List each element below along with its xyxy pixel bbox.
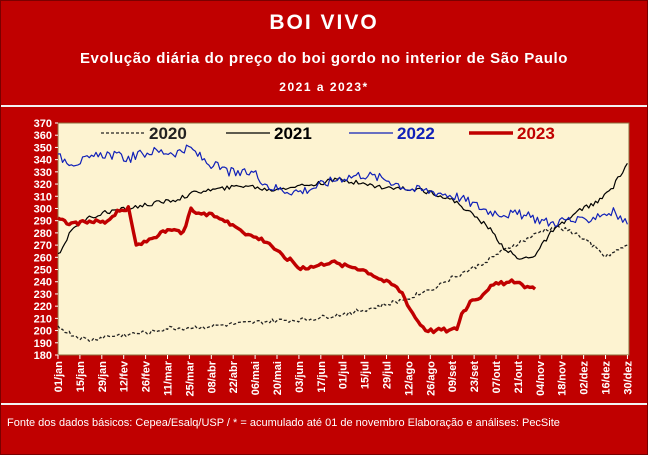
header-divider — [1, 105, 647, 107]
x-tick-label: 17/jun — [316, 361, 328, 393]
y-tick-label: 260 — [34, 252, 52, 264]
y-tick-label: 340 — [34, 155, 52, 167]
x-tick-label: 29/jul — [382, 361, 394, 389]
series-line-2020 — [57, 224, 628, 342]
legend-label-2022: 2022 — [397, 124, 435, 143]
y-tick-label: 180 — [34, 350, 52, 362]
y-tick-label: 250 — [34, 265, 52, 277]
x-tick-label: 06/mai — [250, 361, 262, 395]
series-line-2021 — [57, 162, 628, 260]
y-tick-label: 230 — [34, 289, 52, 301]
chart-period: 2021 a 2023* — [279, 80, 369, 94]
chart-title: BOI VIVO — [269, 11, 379, 34]
x-tick-label: 03/jun — [294, 361, 306, 393]
y-tick-label: 350 — [34, 142, 52, 154]
series-line-2023 — [57, 205, 537, 335]
x-tick-label: 30/dez — [622, 361, 634, 395]
x-tick-label: 01/jul — [338, 361, 350, 389]
x-tick-label: 02/dez — [579, 361, 591, 395]
x-tick-label: 01/jan — [53, 361, 65, 392]
x-tick-label: 20/mai — [272, 361, 284, 395]
y-tick-label: 190 — [34, 338, 52, 350]
y-tick-label: 300 — [34, 203, 52, 215]
y-tick-label: 290 — [34, 216, 52, 228]
y-tick-label: 200 — [34, 326, 52, 338]
x-tick-label: 21/out — [513, 361, 525, 394]
line-chart: 1801902002102202302402502602702802903003… — [34, 118, 635, 396]
y-tick-label: 280 — [34, 228, 52, 240]
chart-subtitle: Evolução diária do preço do boi gordo no… — [79, 50, 569, 67]
x-tick-label: 29/jan — [97, 361, 109, 392]
series-line-2022 — [57, 144, 628, 228]
y-tick-label: 360 — [34, 130, 52, 142]
footer-divider — [1, 403, 647, 405]
source-note: Fonte dos dados básicos: Cepea/Esalq/USP… — [7, 417, 560, 429]
x-tick-label: 26/ago — [425, 361, 437, 396]
x-tick-label: 23/set — [469, 361, 481, 393]
y-tick-label: 240 — [34, 277, 52, 289]
legend-label-2021: 2021 — [274, 124, 312, 143]
y-tick-label: 310 — [34, 191, 52, 203]
x-tick-label: 08/abr — [206, 360, 218, 393]
y-tick-label: 210 — [34, 313, 52, 325]
x-tick-label: 22/abr — [228, 360, 240, 393]
x-tick-label: 09/set — [447, 361, 459, 393]
y-tick-label: 220 — [34, 301, 52, 313]
x-tick-label: 15/jul — [360, 361, 372, 389]
x-tick-label: 12/fev — [119, 360, 131, 392]
y-tick-label: 320 — [34, 179, 52, 191]
x-tick-label: 26/fev — [141, 360, 153, 392]
legend-label-2020: 2020 — [149, 124, 187, 143]
x-tick-label: 04/nov — [535, 360, 547, 396]
plot-area — [57, 122, 630, 356]
x-tick-label: 25/mar — [184, 360, 196, 396]
x-tick-label: 16/dez — [601, 361, 613, 395]
x-tick-label: 18/nov — [557, 360, 569, 396]
x-tick-label: 07/out — [491, 361, 503, 394]
x-tick-label: 11/mar — [163, 360, 175, 396]
y-tick-label: 330 — [34, 167, 52, 179]
x-tick-label: 15/jan — [75, 361, 87, 392]
y-tick-label: 370 — [34, 118, 52, 130]
x-tick-label: 12/ago — [403, 361, 415, 396]
legend-label-2023: 2023 — [517, 124, 555, 143]
y-tick-label: 270 — [34, 240, 52, 252]
